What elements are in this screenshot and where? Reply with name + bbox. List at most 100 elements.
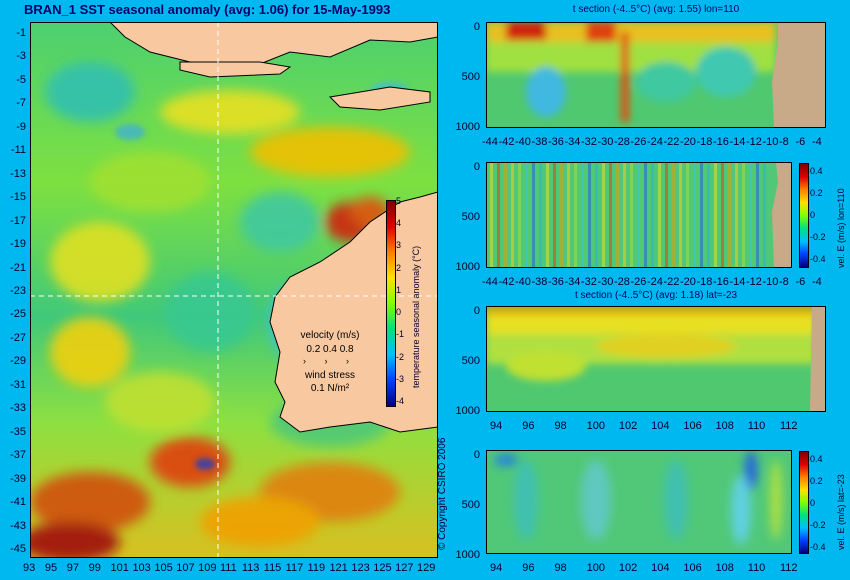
x-tick-label: -42 [498, 276, 515, 288]
colorbar-tick-label: -0.2 [810, 520, 826, 530]
x-tick-label: -14 [729, 276, 746, 288]
depth-tick-label: 500 [461, 211, 480, 223]
lon-tick-label: 119 [307, 562, 326, 574]
x-tick-label: 96 [522, 420, 535, 432]
wind-legend-label: wind stress [304, 370, 355, 381]
colorbar-tick-label: -3 [396, 373, 405, 384]
velocity-arrows-icon: › › › [303, 356, 357, 366]
panel2-colorbar-ticks: 0.4 0.2 0 -0.2 -0.4 [810, 160, 838, 270]
x-tick-label: 102 [618, 562, 638, 574]
x-tick-label: 104 [651, 420, 670, 432]
lon-tick-label: 99 [88, 562, 101, 574]
lon-tick-label: 125 [373, 562, 392, 574]
temp-section-lon110 [486, 22, 826, 128]
x-tick-label: -30 [597, 276, 614, 288]
x-tick-label: 108 [715, 420, 734, 432]
x-tick-label: -10 [762, 276, 779, 288]
x-tick-label: -18 [696, 136, 713, 148]
panel2-y-axis: 0 500 1000 [448, 156, 484, 273]
panel1-y-axis: 0 500 1000 [448, 16, 484, 133]
panel4-colorbar [799, 451, 809, 554]
x-tick-label: -8 [779, 276, 789, 288]
lat-tick-label: -31 [10, 378, 26, 391]
map-title: BRAN_1 SST seasonal anomaly (avg: 1.06) … [24, 2, 391, 17]
lon-tick-label: 103 [132, 562, 151, 574]
x-tick-label: 110 [747, 420, 766, 432]
depth-tick-label: 500 [461, 499, 480, 511]
lat-tick-label: -15 [10, 191, 26, 204]
x-tick-label: -30 [597, 136, 614, 148]
x-tick-label: -40 [515, 136, 531, 148]
panel2-colorbar-label: vel. E (m/s) lon=110 [836, 188, 846, 268]
x-tick-label: -14 [729, 136, 746, 148]
x-tick-label: -28 [614, 136, 630, 148]
panel2-colorbar [799, 163, 809, 268]
x-tick-label: -34 [564, 136, 581, 148]
lon-tick-label: 101 [110, 562, 129, 574]
lon-tick-label: 97 [66, 562, 80, 574]
map-lon-axis: 93 95 97 99 101 103 105 107 109 111 113 115 117 119 12… [23, 562, 438, 576]
wind-legend-value: 0.1 N/m² [310, 383, 350, 394]
lat-tick-label: -21 [10, 261, 26, 274]
depth-tick-label: 1000 [455, 405, 480, 417]
lon-tick-label: 107 [176, 562, 195, 574]
colorbar-tick-label: 0.4 [810, 166, 823, 176]
copyright: © Copyright CSIRO 2006 [437, 437, 448, 550]
lat-tick-label: -17 [10, 214, 26, 227]
x-tick-label: 98 [554, 562, 567, 574]
lat-tick-label: -35 [10, 425, 26, 438]
lon-tick-label: 127 [395, 562, 414, 574]
depth-tick-label: 0 [473, 161, 480, 173]
x-tick-label: -24 [647, 136, 663, 148]
map-colorbar-ticks: 5 4 3 2 1 0 -1 -2 -3 -4 [396, 196, 410, 406]
lat-tick-label: -27 [10, 331, 26, 344]
lat-tick-label: -3 [16, 50, 26, 63]
x-tick-label: -36 [548, 136, 564, 148]
lon-tick-label: 109 [198, 562, 217, 574]
depth-tick-label: 500 [461, 71, 480, 83]
colorbar-tick-label: -0.2 [810, 232, 826, 242]
x-tick-label: 106 [683, 562, 702, 574]
x-tick-label: -4 [812, 276, 822, 288]
x-tick-label: 94 [490, 562, 503, 574]
colorbar-tick-label: 0.2 [810, 188, 823, 198]
x-tick-label: -16 [713, 276, 729, 288]
colorbar-tick-label: 0.2 [810, 476, 823, 486]
x-tick-label: -8 [779, 136, 789, 148]
x-tick-label: -20 [680, 136, 696, 148]
x-tick-label: -36 [548, 276, 564, 288]
lat-tick-label: -43 [10, 519, 26, 532]
depth-tick-label: 1000 [455, 121, 480, 133]
sst-anomaly-map [30, 22, 438, 558]
velocity-legend-label: velocity (m/s) [300, 330, 360, 341]
map-colorbar-label: temperature seasonal anomaly (°C) [411, 245, 421, 388]
colorbar-tick-label: 1 [396, 284, 402, 295]
depth-tick-label: 500 [461, 355, 480, 367]
colorbar-tick-label: -2 [396, 351, 405, 362]
x-tick-label: 98 [554, 420, 567, 432]
x-tick-label: -32 [581, 136, 597, 148]
panel1-title: t section (-4..5°C) (avg: 1.55) lon=110 [572, 4, 740, 15]
x-tick-label: -22 [663, 276, 680, 288]
colorbar-tick-label: 0 [396, 307, 402, 318]
panel4-y-axis: 0 500 1000 [448, 444, 484, 561]
colorbar-tick-label: 2 [396, 262, 402, 273]
vel-section-lat-23 [486, 450, 792, 554]
x-tick-label: -34 [564, 276, 581, 288]
lon-tick-label: 113 [241, 562, 260, 574]
colorbar-tick-label: 0 [810, 210, 816, 220]
x-tick-label: -22 [663, 136, 680, 148]
x-tick-label: 110 [747, 562, 766, 574]
depth-tick-label: 0 [473, 21, 480, 33]
x-tick-label: -26 [630, 136, 647, 148]
x-tick-label: 94 [490, 420, 503, 432]
lon-tick-label: 117 [285, 562, 304, 574]
depth-tick-label: 1000 [455, 549, 480, 561]
colorbar-tick-label: -4 [396, 396, 405, 406]
x-tick-label: -6 [795, 276, 806, 288]
lat-tick-label: -45 [10, 543, 26, 555]
x-tick-label: -44 [482, 276, 498, 288]
lat-tick-label: -29 [10, 355, 26, 368]
colorbar-tick-label: -0.4 [810, 542, 826, 552]
velocity-legend: velocity (m/s) 0.2 0.4 0.8 › › › wind st… [290, 330, 370, 394]
